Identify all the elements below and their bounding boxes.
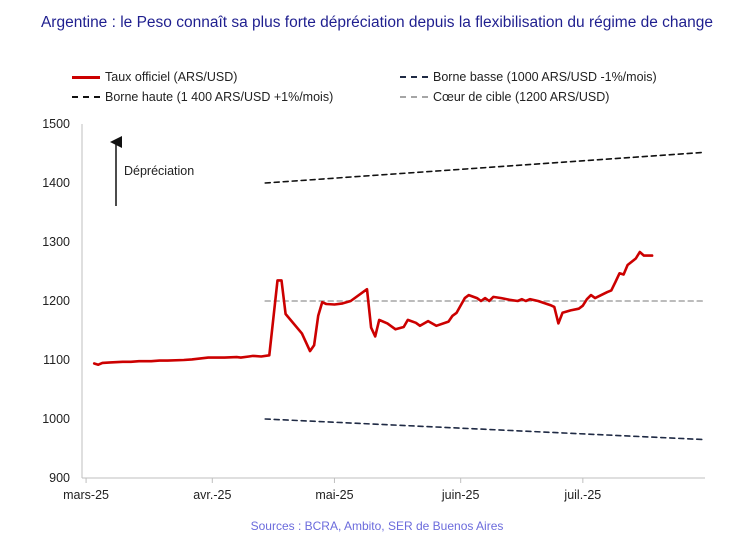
chart-axes: 900 1000 1100 1200 1300 1400 1500 mars-25 avr.-2…: [42, 117, 705, 502]
series-upper-bound: [264, 151, 706, 184]
source-note: Sources : BCRA, Ambito, SER de Buenos Ai…: [250, 519, 504, 533]
x-tick-label: avr.-25: [193, 488, 231, 502]
y-tick-label: 1200: [42, 294, 70, 308]
legend-swatch-target-core: [400, 96, 428, 98]
legend-swatch-lower-bound: [400, 76, 428, 78]
y-tick-label: 1400: [42, 176, 70, 190]
legend-item-official-rate: Taux officiel (ARS/USD): [72, 70, 237, 84]
legend-label-target-core: Cœur de cible (1200 ARS/USD): [433, 90, 610, 104]
x-tick-label: mars-25: [63, 488, 109, 502]
legend-swatch-upper-bound: [72, 96, 100, 98]
depreciation-annotation: Dépréciation: [124, 164, 194, 178]
x-tick-label: mai-25: [315, 488, 353, 502]
x-tick-label: juin-25: [441, 488, 480, 502]
legend-item-upper-bound: Borne haute (1 400 ARS/USD +1%/mois): [72, 90, 333, 104]
legend-swatch-official-rate: [72, 75, 100, 79]
y-tick-label: 1300: [42, 235, 70, 249]
chart-title: Argentine : le Peso connaît sa plus fort…: [40, 14, 714, 31]
y-tick-label: 1500: [42, 117, 70, 131]
legend-label-lower-bound: Borne basse (1000 ARS/USD -1%/mois): [433, 70, 657, 84]
series-layer: [92, 151, 706, 441]
legend-item-lower-bound: Borne basse (1000 ARS/USD -1%/mois): [400, 70, 657, 84]
y-tick-label: 1000: [42, 412, 70, 426]
series-official-rate: [92, 250, 654, 367]
y-tick-label: 900: [49, 471, 70, 485]
legend-item-target-core: Cœur de cible (1200 ARS/USD): [400, 90, 609, 104]
legend-label-upper-bound: Borne haute (1 400 ARS/USD +1%/mois): [105, 90, 334, 104]
y-tick-label: 1100: [43, 353, 70, 367]
series-lower-bound: [264, 418, 706, 441]
x-tick-label: juil.-25: [563, 488, 601, 502]
legend-label-official-rate: Taux officiel (ARS/USD): [105, 70, 238, 84]
